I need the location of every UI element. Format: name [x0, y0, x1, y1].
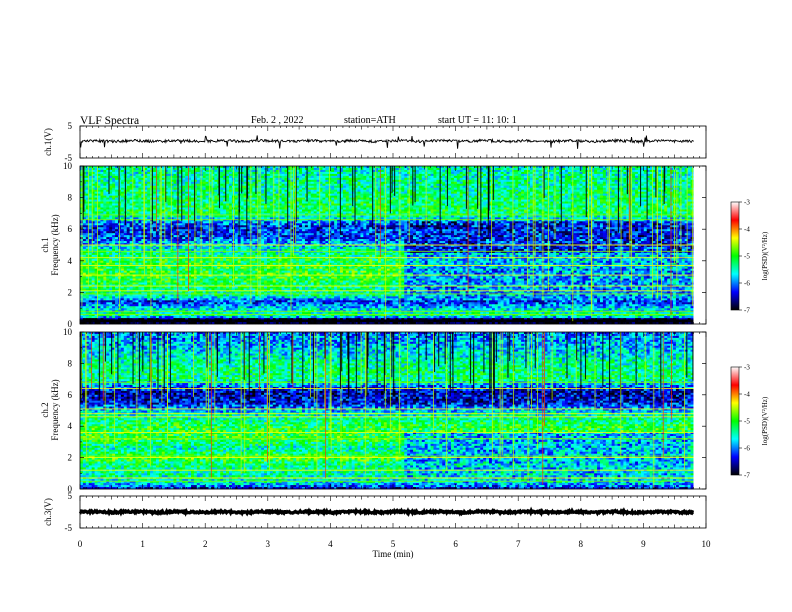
vlf-spectra-figure: VLF Spectra Feb. 2 , 2022 station=ATH st…	[0, 0, 792, 612]
ytick-label: 5	[68, 121, 73, 131]
ch1-waveform-ylabel: ch.1(V)	[43, 128, 53, 156]
start-time: start UT = 11: 10: 1	[438, 115, 517, 126]
figure-title: VLF Spectra	[80, 115, 139, 127]
recording-date: Feb. 2 , 2022	[251, 115, 304, 126]
station-name: station=ATH	[344, 115, 396, 126]
ch1-spectrogram-image	[80, 166, 706, 324]
